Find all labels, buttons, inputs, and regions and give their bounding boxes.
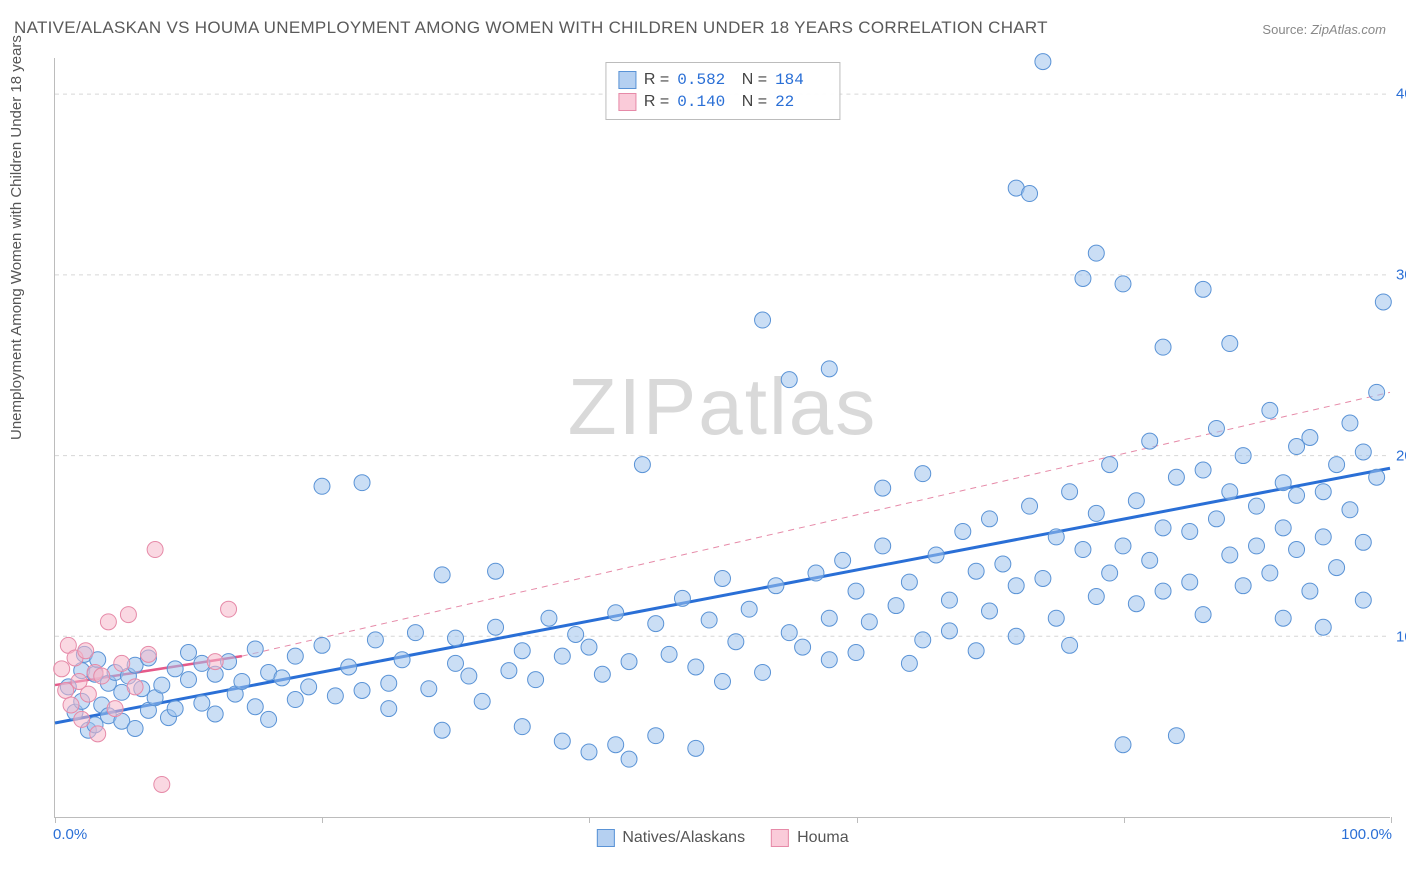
legend-n-value: 22	[775, 91, 827, 113]
legend-r-label: R =	[644, 91, 669, 113]
y-tick-label: 40.0%	[1396, 86, 1406, 103]
swatch-icon	[596, 829, 614, 847]
y-tick-label: 30.0%	[1396, 267, 1406, 284]
legend-n-value: 184	[775, 69, 827, 91]
swatch-icon	[618, 71, 636, 89]
y-tick-label: 10.0%	[1396, 629, 1406, 646]
legend-n-label: N =	[737, 69, 767, 91]
x-tick-label: 100.0%	[1341, 826, 1392, 843]
legend-r-value: 0.140	[677, 91, 729, 113]
source-value: ZipAtlas.com	[1311, 22, 1386, 37]
legend-row: R = 0.582 N = 184	[618, 69, 827, 91]
legend-item: Natives/Alaskans	[596, 829, 745, 847]
series-legend: Natives/Alaskans Houma	[596, 829, 848, 847]
legend-item: Houma	[771, 829, 849, 847]
y-axis-label: Unemployment Among Women with Children U…	[8, 35, 25, 440]
swatch-icon	[618, 93, 636, 111]
legend-n-label: N =	[737, 91, 767, 113]
chart-title: NATIVE/ALASKAN VS HOUMA UNEMPLOYMENT AMO…	[14, 18, 1048, 38]
plot-area: ZIPatlas R = 0.582 N = 184 R = 0.140 N =…	[54, 58, 1390, 818]
y-tick-label: 20.0%	[1396, 448, 1406, 465]
scatter-svg	[55, 58, 1390, 817]
legend-label: Natives/Alaskans	[622, 829, 745, 847]
x-tick-label: 0.0%	[53, 826, 87, 843]
legend-r-label: R =	[644, 69, 669, 91]
correlation-legend: R = 0.582 N = 184 R = 0.140 N = 22	[605, 62, 840, 120]
legend-row: R = 0.140 N = 22	[618, 91, 827, 113]
legend-label: Houma	[797, 829, 849, 847]
legend-r-value: 0.582	[677, 69, 729, 91]
source-label: Source:	[1262, 22, 1307, 37]
source-credit: Source: ZipAtlas.com	[1262, 22, 1386, 37]
swatch-icon	[771, 829, 789, 847]
